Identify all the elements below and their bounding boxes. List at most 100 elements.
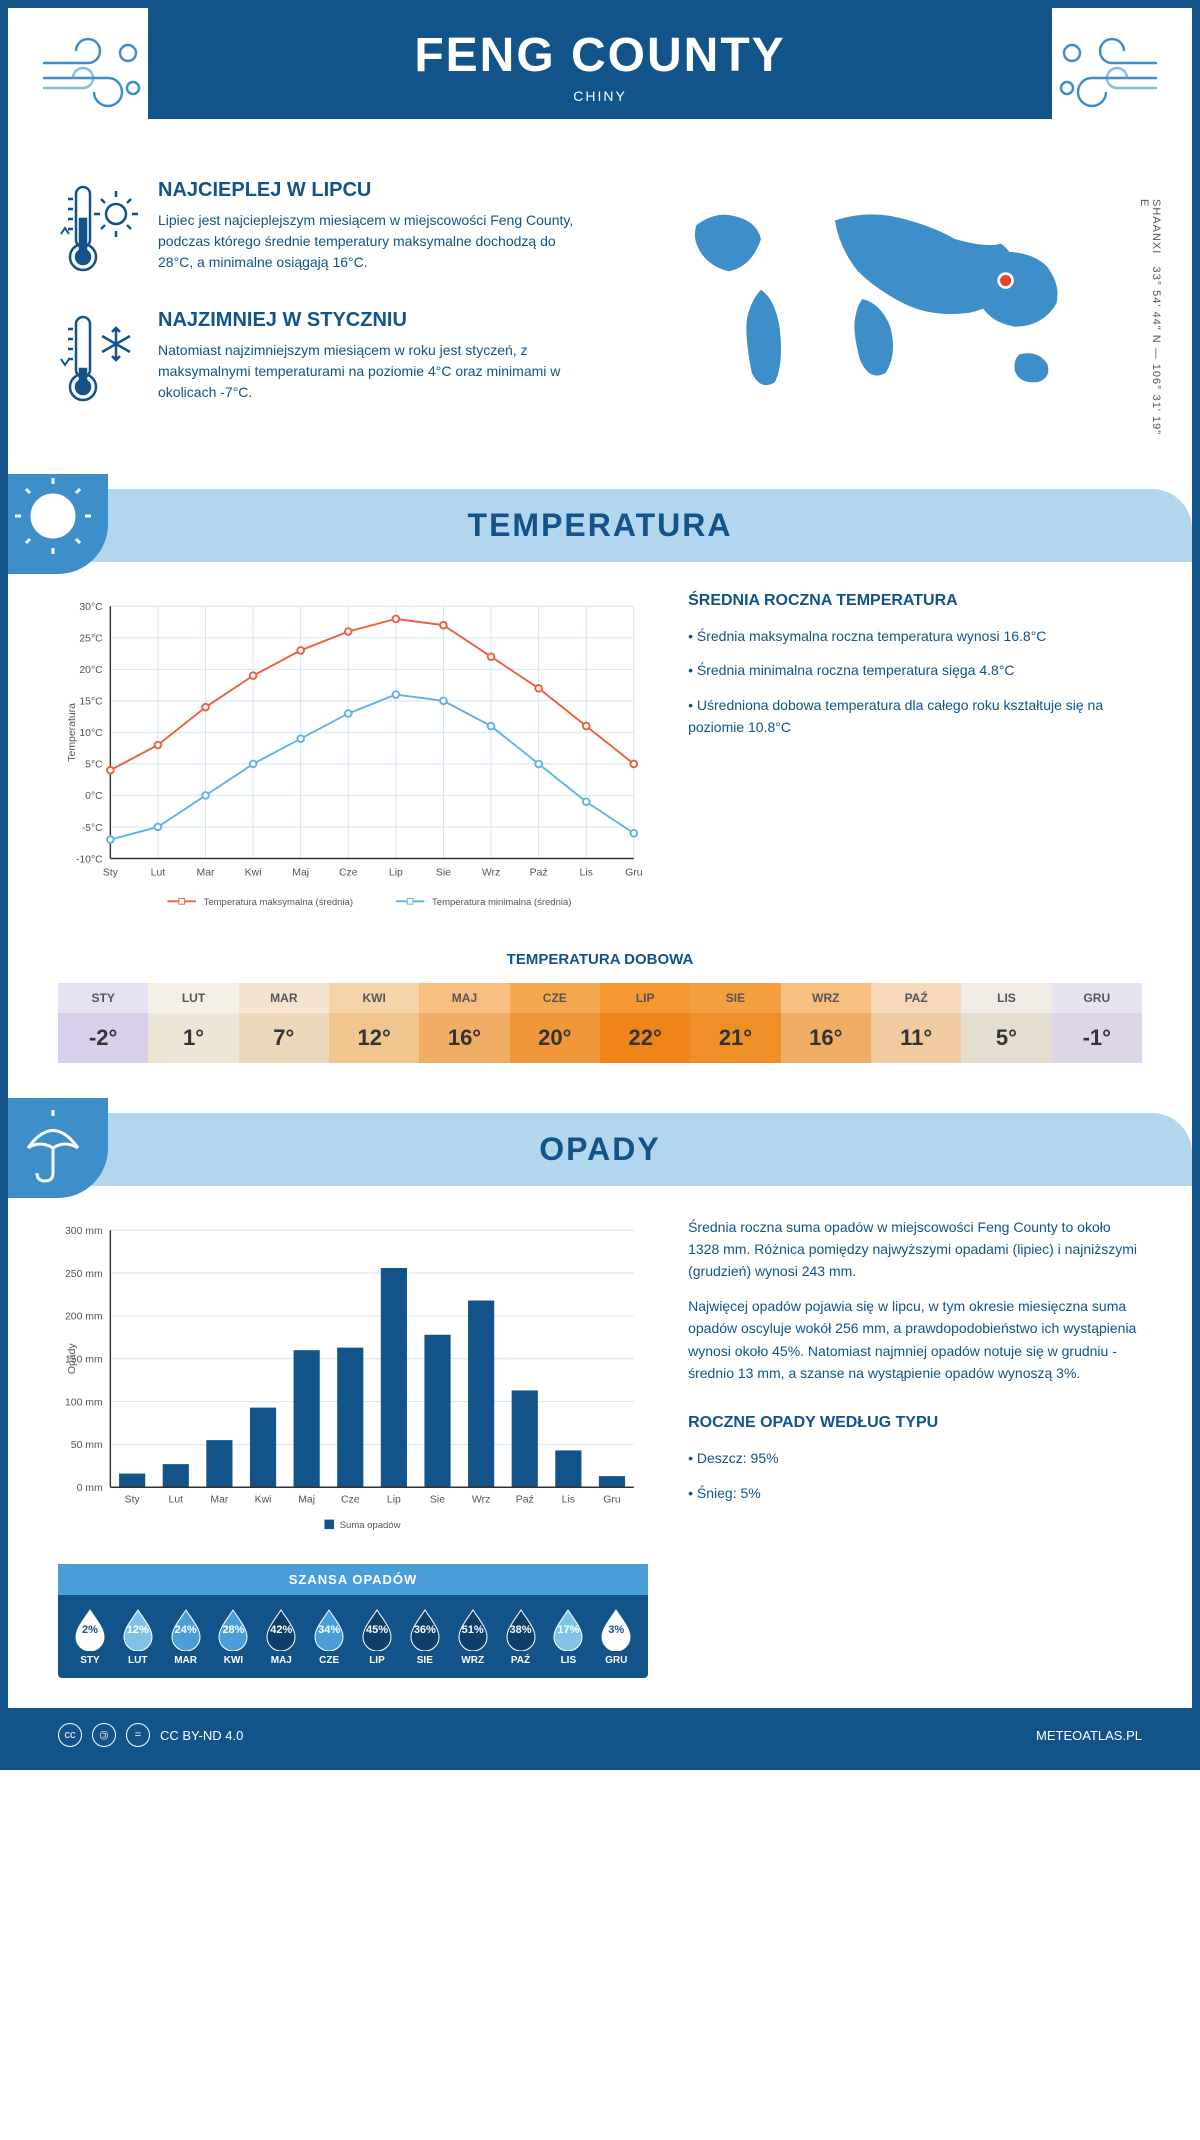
temp-col: LIP22° [600,983,690,1063]
coordinates: SHAANXI 33° 54' 44" N — 106° 31' 19" E [1138,199,1162,439]
svg-text:Mar: Mar [210,1494,229,1505]
svg-text:-10°C: -10°C [76,854,103,865]
precipitation-title: OPADY [8,1131,1192,1168]
svg-text:Temperatura maksymalna (średni: Temperatura maksymalna (średnia) [204,897,353,908]
svg-text:Paź: Paź [516,1494,534,1505]
thermometer-hot-icon [58,179,138,279]
license-text: CC BY-ND 4.0 [160,1728,243,1743]
chance-item: 34%CZE [305,1607,353,1666]
hot-fact: NAJCIEPLEJ W LIPCU Lipiec jest najcieple… [58,179,580,279]
svg-text:20°C: 20°C [79,665,103,676]
temp-col: SIE21° [690,983,780,1063]
daily-temp-title: TEMPERATURA DOBOWA [58,951,1142,968]
svg-text:-5°C: -5°C [82,823,103,834]
intro-section: NAJCIEPLEJ W LIPCU Lipiec jest najcieple… [8,149,1192,469]
temp-summary-1: • Średnia minimalna roczna temperatura s… [688,659,1142,681]
svg-text:Lip: Lip [387,1494,401,1505]
svg-text:15°C: 15°C [79,697,103,708]
svg-text:200 mm: 200 mm [65,1311,103,1322]
svg-text:30°C: 30°C [79,602,103,613]
svg-text:Paź: Paź [530,868,548,879]
chance-item: 45%LIP [353,1607,401,1666]
thermometer-cold-icon [58,309,138,409]
title-banner: FENG COUNTY CHINY [148,8,1052,119]
temp-col: LIS5° [961,983,1051,1063]
svg-text:Kwi: Kwi [255,1494,272,1505]
svg-text:Maj: Maj [292,868,309,879]
chance-item: 2%STY [66,1607,114,1666]
location-title: FENG COUNTY [148,28,1052,83]
svg-text:Sie: Sie [430,1494,445,1505]
svg-text:Cze: Cze [341,1494,360,1505]
svg-text:Sty: Sty [125,1494,141,1505]
precipitation-header: OPADY [8,1113,1192,1186]
temp-col: GRU-1° [1052,983,1142,1063]
temp-summary-title: ŚREDNIA ROCZNA TEMPERATURA [688,592,1142,610]
chance-row: 2%STY12%LUT24%MAR28%KWI42%MAJ34%CZE45%LI… [58,1595,648,1678]
svg-text:Wrz: Wrz [482,868,500,879]
precipitation-body: 0 mm50 mm100 mm150 mm200 mm250 mm300 mmS… [8,1216,1192,1709]
svg-text:Sie: Sie [436,868,451,879]
precip-type-1: • Śnieg: 5% [688,1482,1142,1504]
wind-icon-right [1042,33,1162,113]
daily-temp-table: STY-2°LUT1°MAR7°KWI12°MAJ16°CZE20°LIP22°… [58,983,1142,1063]
footer-site: METEOATLAS.PL [1036,1728,1142,1743]
svg-text:Wrz: Wrz [472,1494,490,1505]
hot-fact-title: NAJCIEPLEJ W LIPCU [158,179,580,202]
svg-text:Cze: Cze [339,868,358,879]
chance-item: 42%MAJ [257,1607,305,1666]
temp-col: MAR7° [239,983,329,1063]
svg-text:Temperatura: Temperatura [67,703,78,762]
precip-text-0: Średnia roczna suma opadów w miejscowośc… [688,1216,1142,1283]
svg-text:300 mm: 300 mm [65,1226,103,1237]
chance-item: 51%WRZ [449,1607,497,1666]
temp-col: STY-2° [58,983,148,1063]
chance-box: SZANSA OPADÓW 2%STY12%LUT24%MAR28%KWI42%… [58,1564,648,1678]
cold-fact: NAJZIMNIEJ W STYCZNIU Natomiast najzimni… [58,309,580,409]
temp-col: CZE20° [510,983,600,1063]
chance-item: 12%LUT [114,1607,162,1666]
temp-col: PAŹ11° [871,983,961,1063]
location-subtitle: CHINY [148,88,1052,104]
temperature-line-chart: -10°C-5°C0°C5°C10°C15°C20°C25°C30°CStyLu… [58,592,648,916]
temp-col: LUT1° [148,983,238,1063]
page: FENG COUNTY CHINY NAJCIEPLEJ W LI [0,0,1200,1770]
world-map [620,179,1142,419]
cold-fact-title: NAJZIMNIEJ W STYCZNIU [158,309,580,332]
chance-item: 28%KWI [210,1607,258,1666]
chance-item: 3%GRU [592,1607,640,1666]
chance-item: 24%MAR [162,1607,210,1666]
precip-text-1: Najwięcej opadów pojawia się w lipcu, w … [688,1295,1142,1385]
by-icon: 🄯 [92,1723,116,1747]
temp-summary-0: • Średnia maksymalna roczna temperatura … [688,625,1142,647]
svg-text:Lut: Lut [151,868,166,879]
chance-item: 17%LIS [544,1607,592,1666]
temp-col: MAJ16° [419,983,509,1063]
svg-text:Gru: Gru [603,1494,621,1505]
svg-text:Kwi: Kwi [245,868,262,879]
svg-text:Mar: Mar [197,868,216,879]
chance-title: SZANSA OPADÓW [58,1564,648,1595]
svg-text:10°C: 10°C [79,728,103,739]
svg-text:Suma opadów: Suma opadów [340,1520,401,1531]
svg-text:5°C: 5°C [85,760,103,771]
precip-type-0: • Deszcz: 95% [688,1447,1142,1469]
svg-text:Temperatura minimalna (średnia: Temperatura minimalna (średnia) [432,897,571,908]
svg-text:0°C: 0°C [85,791,103,802]
precip-type-title: ROCZNE OPADY WEDŁUG TYPU [688,1414,1142,1432]
footer: cc 🄯 = CC BY-ND 4.0 METEOATLAS.PL [8,1708,1192,1762]
cold-fact-text: Natomiast najzimniejszym miesiącem w rok… [158,340,580,403]
footer-license: cc 🄯 = CC BY-ND 4.0 [58,1723,243,1747]
svg-text:0 mm: 0 mm [77,1483,103,1494]
svg-text:Maj: Maj [298,1494,315,1505]
sun-section-icon [8,474,108,574]
temperature-body: -10°C-5°C0°C5°C10°C15°C20°C25°C30°CStyLu… [8,592,1192,951]
hot-fact-text: Lipiec jest najcieplejszym miesiącem w m… [158,210,580,273]
temperature-header: TEMPERATURA [8,489,1192,562]
temp-col: KWI12° [329,983,419,1063]
umbrella-section-icon [8,1098,108,1198]
wind-icon-left [38,33,158,113]
svg-text:50 mm: 50 mm [71,1440,103,1451]
svg-text:Lis: Lis [580,868,593,879]
temp-summary-2: • Uśredniona dobowa temperatura dla całe… [688,694,1142,739]
